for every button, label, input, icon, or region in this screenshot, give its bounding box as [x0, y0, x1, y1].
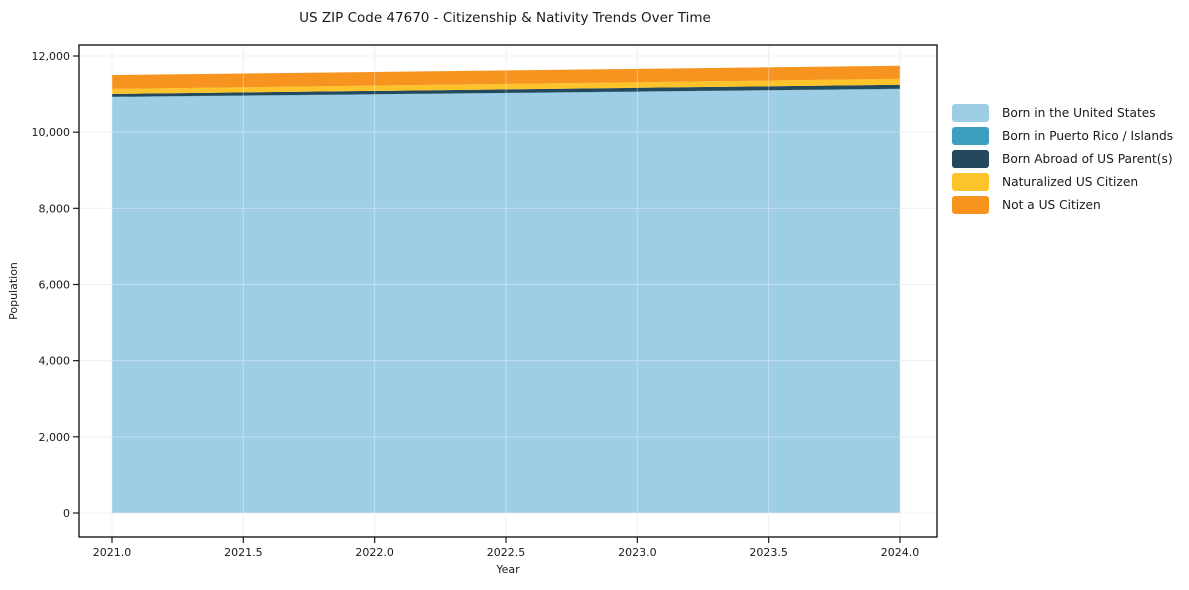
- x-tick-label: 2022.0: [355, 546, 394, 559]
- legend-swatch-icon: [952, 104, 989, 122]
- y-tick-label: 8,000: [39, 202, 71, 215]
- y-tick-label: 10,000: [32, 126, 71, 139]
- y-tick-label: 4,000: [39, 355, 71, 368]
- x-tick-label: 2021.0: [93, 546, 132, 559]
- plot-frame: [78, 44, 938, 538]
- area-series-2: [112, 84, 900, 97]
- x-tick-label: 2023.0: [618, 546, 657, 559]
- legend-item: Not a US Citizen: [952, 196, 1173, 214]
- legend-swatch-icon: [952, 150, 989, 168]
- y-tick-label: 2,000: [39, 431, 71, 444]
- legend-item: Born Abroad of US Parent(s): [952, 150, 1173, 168]
- legend-item: Naturalized US Citizen: [952, 173, 1173, 191]
- x-tick-label: 2024.0: [881, 546, 920, 559]
- x-tick-label: 2021.5: [224, 546, 263, 559]
- legend-item: Born in the United States: [952, 104, 1173, 122]
- y-axis-label: Population: [7, 262, 20, 320]
- gridlines-over: [79, 45, 937, 537]
- x-tick-label: 2023.5: [749, 546, 788, 559]
- legend-label: Naturalized US Citizen: [1002, 175, 1139, 189]
- stacked-areas: [112, 65, 900, 513]
- y-tick-label: 6,000: [39, 279, 71, 292]
- area-series-0: [112, 89, 900, 513]
- legend-label: Born Abroad of US Parent(s): [1002, 152, 1173, 166]
- legend-swatch-icon: [952, 196, 989, 214]
- legend: Born in the United States Born in Puerto …: [952, 104, 1173, 214]
- legend-swatch-icon: [952, 127, 989, 145]
- x-axis-label: Year: [495, 563, 520, 576]
- area-series-4: [112, 65, 900, 89]
- axis-ticks: 0 2,000 4,000 6,000 8,000 10,000 12,000 2021.0 2…: [32, 50, 920, 559]
- legend-label: Not a US Citizen: [1002, 198, 1101, 212]
- y-tick-label: 12,000: [32, 50, 71, 63]
- legend-item: Born in Puerto Rico / Islands: [952, 127, 1173, 145]
- plot-border: [78, 44, 938, 538]
- area-series-3: [112, 78, 900, 94]
- y-tick-label: 0: [63, 507, 70, 520]
- legend-label: Born in the United States: [1002, 106, 1156, 120]
- chart-title: US ZIP Code 47670 - Citizenship & Nativi…: [299, 10, 711, 26]
- x-tick-label: 2022.5: [487, 546, 526, 559]
- area-series-1: [112, 88, 900, 98]
- legend-label: Born in Puerto Rico / Islands: [1002, 129, 1174, 143]
- legend-swatch-icon: [952, 173, 989, 191]
